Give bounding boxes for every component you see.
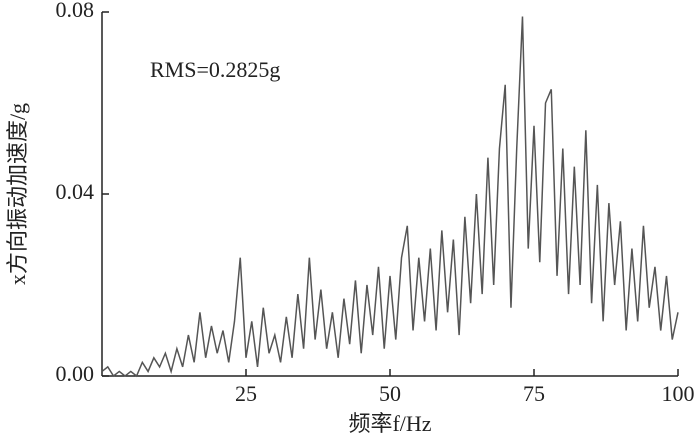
x-axis-label: 频率f/Hz xyxy=(348,411,431,436)
x-tick-label: 25 xyxy=(235,381,257,406)
y-tick-label: 0.08 xyxy=(56,0,95,22)
data-line xyxy=(101,16,679,378)
y-tick-label: 0.00 xyxy=(56,361,95,386)
x-tick-label: 50 xyxy=(379,381,401,406)
x-tick-label: 100 xyxy=(662,381,695,406)
y-tick-label: 0.04 xyxy=(56,179,95,204)
annotation: RMS=0.2825g xyxy=(150,57,280,82)
y-axis-label: x方向振动加速度/g xyxy=(5,103,30,285)
x-tick-label: 75 xyxy=(523,381,545,406)
